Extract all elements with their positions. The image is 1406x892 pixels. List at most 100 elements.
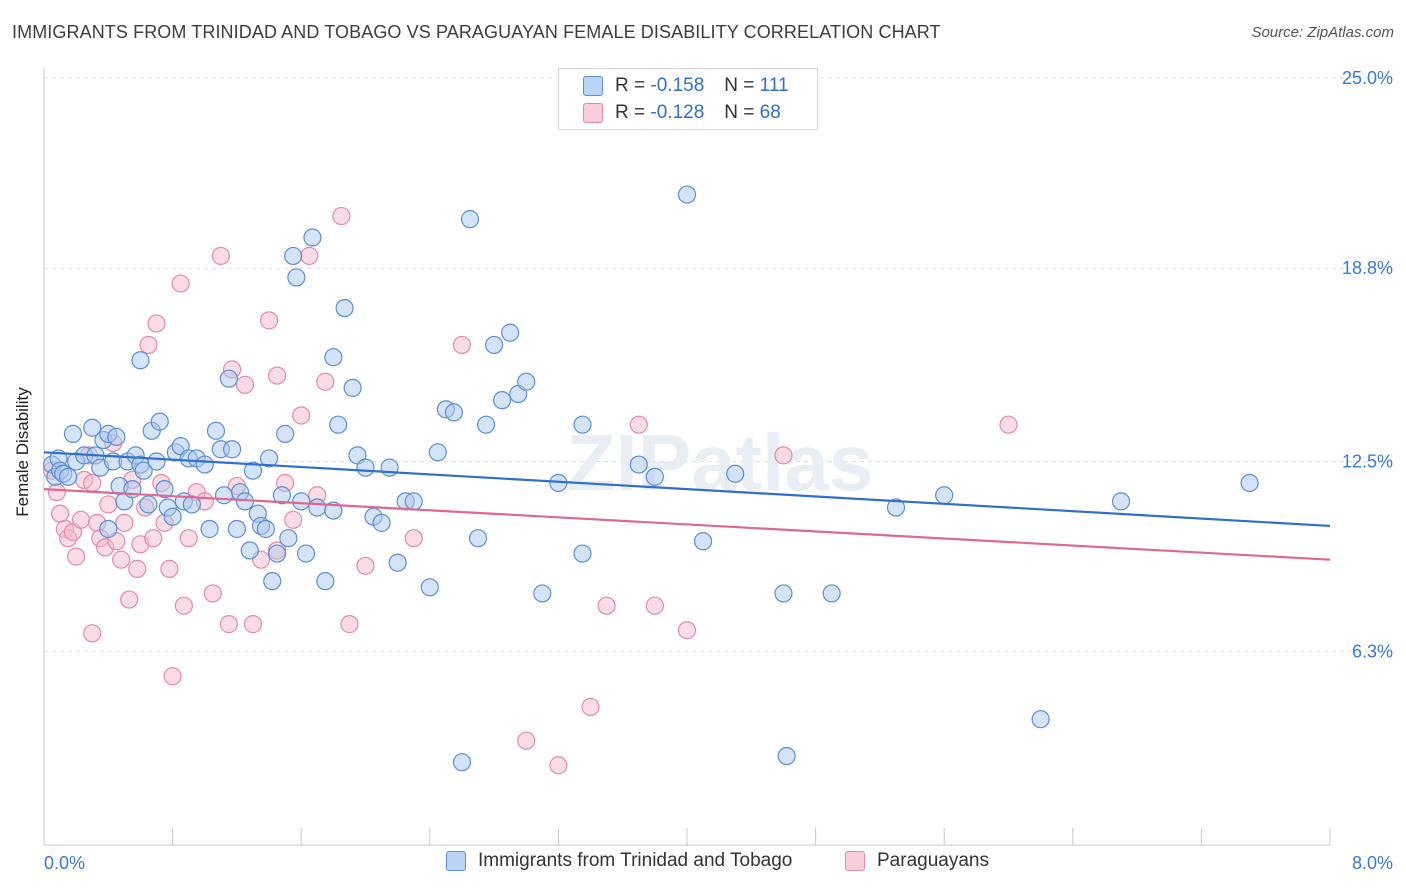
point-trinidad-tobago <box>256 519 275 539</box>
point-trinidad-tobago <box>227 519 246 539</box>
point-trinidad-tobago <box>259 449 279 468</box>
point-trinidad-tobago <box>324 348 343 367</box>
point-trinidad-tobago <box>356 458 375 477</box>
point-trinidad-tobago <box>452 753 472 772</box>
point-paraguayans <box>120 590 139 609</box>
point-paraguayans <box>163 667 182 686</box>
point-paraguayans <box>203 584 222 603</box>
point-trinidad-tobago <box>63 424 83 443</box>
point-trinidad-tobago <box>99 519 118 539</box>
point-trinidad-tobago <box>404 492 423 511</box>
point-trinidad-tobago <box>822 584 841 603</box>
legend-r-value-pink: -0.128 <box>650 102 705 123</box>
source-label: Source: ZipAtlas.com <box>1251 24 1394 41</box>
point-trinidad-tobago <box>200 519 219 539</box>
point-trinidad-tobago <box>645 467 664 486</box>
point-paraguayans <box>677 621 697 640</box>
y-tick-label: 12.5% <box>1342 452 1393 472</box>
point-trinidad-tobago <box>493 391 512 410</box>
legend-r-label: R = <box>615 75 646 96</box>
point-trinidad-tobago <box>134 461 153 480</box>
y-tick-label: 25.0% <box>1342 68 1393 88</box>
point-trinidad-tobago <box>219 369 238 388</box>
watermark: ZIPatlas <box>567 418 874 507</box>
legend-swatch-pink <box>583 103 603 123</box>
point-trinidad-tobago <box>388 553 407 572</box>
point-trinidad-tobago <box>243 461 263 480</box>
point-trinidad-tobago <box>147 452 166 471</box>
point-paraguayans <box>219 615 238 634</box>
point-paraguayans <box>404 529 423 548</box>
point-trinidad-tobago <box>292 492 311 511</box>
axes <box>43 68 1331 846</box>
trend-line-paraguayans <box>43 488 1331 561</box>
point-paraguayans <box>83 624 102 643</box>
point-paraguayans <box>999 415 1018 434</box>
point-trinidad-tobago <box>279 529 298 548</box>
point-trinidad-tobago <box>468 529 488 548</box>
point-paraguayans <box>50 504 70 523</box>
point-trinidad-tobago <box>240 541 259 560</box>
point-trinidad-tobago <box>1111 492 1131 511</box>
point-trinidad-tobago <box>267 544 287 563</box>
point-trinidad-tobago <box>139 495 158 514</box>
legend-item-paraguayans: Paraguayans <box>845 850 989 872</box>
point-trinidad-tobago <box>693 532 713 551</box>
point-trinidad-tobago <box>195 455 214 474</box>
point-trinidad-tobago <box>726 464 745 483</box>
point-paraguayans <box>67 547 86 566</box>
point-paraguayans <box>452 335 472 355</box>
legend-swatch-blue <box>446 851 466 871</box>
point-paraguayans <box>517 731 536 750</box>
point-trinidad-tobago <box>460 210 480 229</box>
trend-lines <box>43 451 1331 561</box>
point-paraguayans <box>71 510 91 529</box>
point-paraguayans <box>316 372 335 391</box>
gridlines <box>44 77 1392 653</box>
point-trinidad-tobago <box>206 421 226 440</box>
series-legend: Immigrants from Trinidad and Tobago Para… <box>0 850 1406 880</box>
point-trinidad-tobago <box>1240 473 1259 493</box>
point-trinidad-tobago <box>485 335 504 355</box>
legend-n-value-pink: 68 <box>759 102 781 123</box>
point-trinidad-tobago <box>573 415 592 434</box>
point-trinidad-tobago <box>935 486 954 505</box>
point-trinidad-tobago <box>214 486 234 505</box>
legend-swatch-pink <box>845 851 865 871</box>
tick-labels: 6.3% 12.5% 18.8% 25.0% 0.0% 8.0% <box>44 68 1393 873</box>
point-paraguayans <box>174 596 193 615</box>
point-trinidad-tobago <box>308 498 327 517</box>
point-paraguayans <box>340 615 359 634</box>
point-trinidad-tobago <box>629 455 648 474</box>
point-paraguayans <box>179 529 198 548</box>
point-paraguayans <box>128 559 147 578</box>
legend-row-blue: R = -0.158 N = 111 <box>583 75 789 97</box>
y-tick-label: 18.8% <box>1342 258 1393 278</box>
point-trinidad-tobago <box>420 578 439 597</box>
point-paraguayans <box>581 697 600 717</box>
point-trinidad-tobago <box>287 268 306 287</box>
point-trinidad-tobago <box>777 746 796 766</box>
legend-r-label: R = <box>615 102 646 123</box>
point-paraguayans <box>300 246 319 266</box>
point-trinidad-tobago <box>296 544 316 563</box>
point-paraguayans <box>211 246 230 266</box>
point-trinidad-tobago <box>83 418 102 437</box>
point-trinidad-tobago <box>324 501 343 520</box>
point-trinidad-tobago <box>886 498 906 517</box>
point-paraguayans <box>160 559 179 578</box>
point-trinidad-tobago <box>107 427 126 447</box>
point-trinidad-tobago <box>533 584 552 603</box>
legend-label-paraguayans: Paraguayans <box>877 850 989 871</box>
legend-n-label: N = <box>724 75 755 96</box>
point-trinidad-tobago <box>329 415 348 434</box>
chart-title: IMMIGRANTS FROM TRINIDAD AND TOBAGO VS P… <box>12 22 941 42</box>
point-paraguayans <box>147 314 166 333</box>
x-tick-label: 0.0% <box>44 853 85 873</box>
point-paraguayans <box>171 274 190 293</box>
y-axis-label: Female Disability <box>13 387 32 517</box>
point-trinidad-tobago <box>573 544 592 563</box>
point-trinidad-tobago <box>335 299 354 318</box>
point-trinidad-tobago <box>284 246 303 266</box>
